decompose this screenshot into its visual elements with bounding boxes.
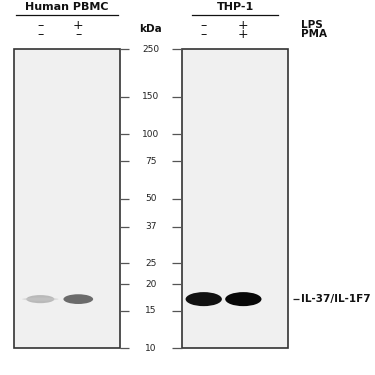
Ellipse shape xyxy=(26,295,54,303)
Text: –: – xyxy=(37,19,44,32)
Text: kDa: kDa xyxy=(140,24,162,34)
Text: 15: 15 xyxy=(145,306,157,315)
Text: 20: 20 xyxy=(145,279,157,288)
Text: –: – xyxy=(201,19,207,32)
Text: IL-37/IL-1F7: IL-37/IL-1F7 xyxy=(301,294,371,304)
Text: LPS: LPS xyxy=(301,20,323,30)
Text: 25: 25 xyxy=(145,259,157,268)
Text: +: + xyxy=(238,28,249,41)
Bar xyxy=(182,49,288,348)
Text: +: + xyxy=(238,19,249,32)
Ellipse shape xyxy=(22,297,58,301)
Text: +: + xyxy=(73,19,84,32)
Text: 10: 10 xyxy=(145,344,157,353)
Text: 75: 75 xyxy=(145,157,157,166)
Text: 250: 250 xyxy=(142,45,159,54)
Text: –: – xyxy=(37,28,44,41)
Bar xyxy=(14,49,120,348)
Text: 100: 100 xyxy=(142,130,159,139)
Text: 37: 37 xyxy=(145,222,157,231)
Text: –: – xyxy=(201,28,207,41)
Ellipse shape xyxy=(225,292,261,306)
Text: 50: 50 xyxy=(145,194,157,203)
Ellipse shape xyxy=(186,292,222,306)
Text: PMA: PMA xyxy=(301,30,327,39)
Text: THP-1: THP-1 xyxy=(216,2,254,12)
Text: Human PBMC: Human PBMC xyxy=(25,2,108,12)
Text: 150: 150 xyxy=(142,92,159,101)
Ellipse shape xyxy=(63,294,93,304)
Text: –: – xyxy=(75,28,81,41)
